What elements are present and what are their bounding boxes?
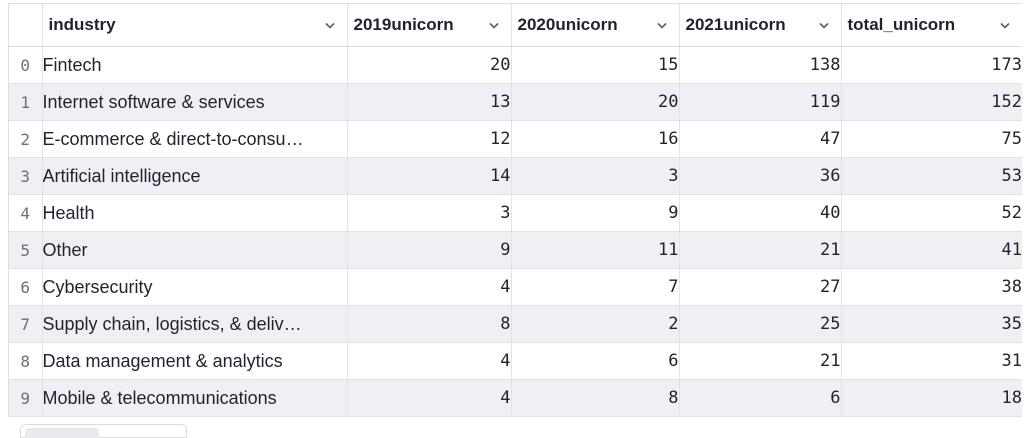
cell-total-unicorn[interactable]: 31	[841, 342, 1022, 380]
cell-2019unicorn[interactable]: 14	[347, 157, 512, 195]
cell-2020unicorn[interactable]: 16	[511, 120, 680, 158]
table-row: 3 Artificial intelligence 14 3 36 53	[9, 157, 1022, 195]
column-header-label: 2020unicorn	[517, 15, 618, 34]
cell-2020unicorn[interactable]: 7	[511, 268, 680, 306]
cell-industry[interactable]: Internet software & services	[42, 83, 348, 121]
chevron-down-icon[interactable]	[817, 18, 831, 32]
cell-2019unicorn[interactable]: 8	[347, 305, 512, 343]
row-index: 3	[9, 157, 43, 195]
cell-2020unicorn[interactable]: 3	[511, 157, 680, 195]
chevron-down-icon[interactable]	[323, 18, 337, 32]
table-row: 9 Mobile & telecommunications 4 8 6 18	[9, 379, 1022, 417]
cell-total-unicorn[interactable]: 75	[841, 120, 1022, 158]
column-header-label: 2019unicorn	[353, 15, 454, 34]
cell-2021unicorn[interactable]: 47	[679, 120, 842, 158]
table-row: 0 Fintech 20 15 138 173	[9, 46, 1022, 84]
cell-2020unicorn[interactable]: 15	[511, 46, 680, 84]
cell-2021unicorn[interactable]: 36	[679, 157, 842, 195]
cell-total-unicorn[interactable]: 41	[841, 231, 1022, 269]
cell-2020unicorn[interactable]: 9	[511, 194, 680, 232]
cell-2021unicorn[interactable]: 40	[679, 194, 842, 232]
cell-industry[interactable]: Data management & analytics	[42, 342, 348, 380]
cell-industry[interactable]: Health	[42, 194, 348, 232]
cell-2019unicorn[interactable]: 4	[347, 268, 512, 306]
table-row: 2 E-commerce & direct-to-consu… 12 16 47…	[9, 120, 1022, 158]
cell-2020unicorn[interactable]: 11	[511, 231, 680, 269]
table-row: 8 Data management & analytics 4 6 21 31	[9, 342, 1022, 380]
cell-2020unicorn[interactable]: 8	[511, 379, 680, 417]
table-row: 4 Health 3 9 40 52	[9, 194, 1022, 232]
cell-2019unicorn[interactable]: 3	[347, 194, 512, 232]
table-row: 6 Cybersecurity 4 7 27 38	[9, 268, 1022, 306]
cell-total-unicorn[interactable]: 52	[841, 194, 1022, 232]
cell-industry[interactable]: E-commerce & direct-to-consu…	[42, 120, 348, 158]
column-header-2020unicorn[interactable]: 2020unicorn	[511, 4, 680, 47]
cell-total-unicorn[interactable]: 35	[841, 305, 1022, 343]
row-index: 8	[9, 342, 43, 380]
cell-industry[interactable]: Supply chain, logistics, & deliv…	[42, 305, 348, 343]
row-index: 7	[9, 305, 43, 343]
cell-total-unicorn[interactable]: 53	[841, 157, 1022, 195]
data-table: industry 2019unicorn 2020unicorn	[9, 4, 1022, 417]
row-index: 4	[9, 194, 43, 232]
column-header-label: industry	[48, 15, 116, 34]
cell-2020unicorn[interactable]: 6	[511, 342, 680, 380]
column-header-total-unicorn[interactable]: total_unicorn	[841, 4, 1022, 47]
cell-2021unicorn[interactable]: 27	[679, 268, 842, 306]
chevron-down-icon[interactable]	[998, 18, 1012, 32]
cell-industry[interactable]: Mobile & telecommunications	[42, 379, 348, 417]
table-row: 1 Internet software & services 13 20 119…	[9, 83, 1022, 121]
column-header-label: 2021unicorn	[685, 15, 786, 34]
cell-industry[interactable]: Artificial intelligence	[42, 157, 348, 195]
row-index: 2	[9, 120, 43, 158]
table-row: 7 Supply chain, logistics, & deliv… 8 2 …	[9, 305, 1022, 343]
cell-total-unicorn[interactable]: 152	[841, 83, 1022, 121]
column-header-2019unicorn[interactable]: 2019unicorn	[347, 4, 512, 47]
cell-2021unicorn[interactable]: 6	[679, 379, 842, 417]
chevron-down-icon[interactable]	[487, 18, 501, 32]
cell-2021unicorn[interactable]: 21	[679, 231, 842, 269]
row-index: 6	[9, 268, 43, 306]
table-row: 5 Other 9 11 21 41	[9, 231, 1022, 269]
cell-2021unicorn[interactable]: 21	[679, 342, 842, 380]
cell-industry[interactable]: Other	[42, 231, 348, 269]
cell-2020unicorn[interactable]: 20	[511, 83, 680, 121]
column-header-label: total_unicorn	[847, 15, 956, 34]
chevron-down-icon[interactable]	[655, 18, 669, 32]
row-index: 5	[9, 231, 43, 269]
row-index: 0	[9, 46, 43, 84]
cell-2019unicorn[interactable]: 12	[347, 120, 512, 158]
cell-2019unicorn[interactable]: 4	[347, 379, 512, 417]
row-index: 9	[9, 379, 43, 417]
cell-industry[interactable]: Cybersecurity	[42, 268, 348, 306]
dataframe-viewer: industry 2019unicorn 2020unicorn	[8, 3, 1022, 417]
column-header-2021unicorn[interactable]: 2021unicorn	[679, 4, 842, 47]
cell-total-unicorn[interactable]: 18	[841, 379, 1022, 417]
index-header	[9, 4, 43, 47]
cell-2021unicorn[interactable]: 138	[679, 46, 842, 84]
cell-2021unicorn[interactable]: 25	[679, 305, 842, 343]
cell-2019unicorn[interactable]: 4	[347, 342, 512, 380]
cell-total-unicorn[interactable]: 38	[841, 268, 1022, 306]
cell-2019unicorn[interactable]: 9	[347, 231, 512, 269]
header-row: industry 2019unicorn 2020unicorn	[9, 4, 1022, 47]
cell-total-unicorn[interactable]: 173	[841, 46, 1022, 84]
view-toggle-tab[interactable]	[20, 424, 187, 438]
cell-2019unicorn[interactable]: 13	[347, 83, 512, 121]
cell-2020unicorn[interactable]: 2	[511, 305, 680, 343]
column-header-industry[interactable]: industry	[42, 4, 348, 47]
cell-industry[interactable]: Fintech	[42, 46, 348, 84]
cell-2019unicorn[interactable]: 20	[347, 46, 512, 84]
cell-2021unicorn[interactable]: 119	[679, 83, 842, 121]
row-index: 1	[9, 83, 43, 121]
